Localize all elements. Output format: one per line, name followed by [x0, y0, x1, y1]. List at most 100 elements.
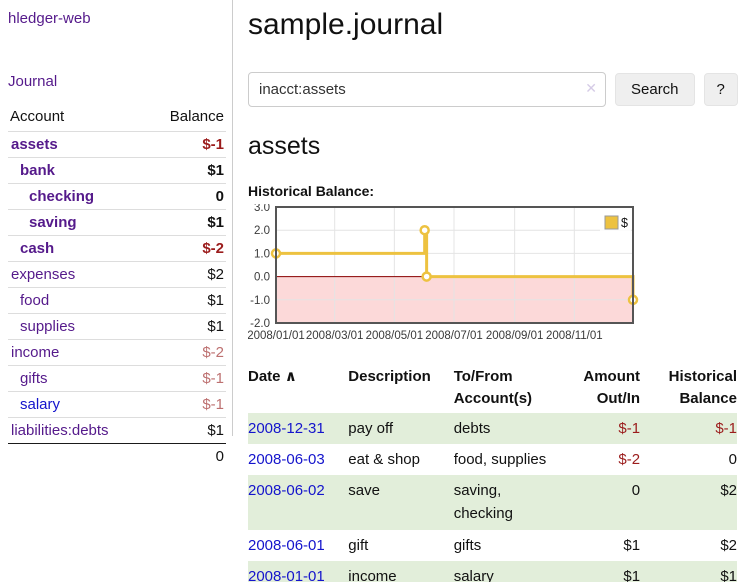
register-header-date[interactable]: Date ∧ — [248, 368, 297, 385]
account-balance: $2 — [146, 261, 226, 288]
register-header-amount: Amount Out/In — [583, 368, 641, 407]
account-link[interactable]: income — [11, 344, 60, 361]
accounts-header-row: Account Balance — [8, 104, 226, 132]
register-header-row: Date ∧ Description To/From Account(s) Am… — [248, 363, 737, 413]
transaction-description: save — [348, 482, 380, 499]
account-balance: $-1 — [146, 365, 226, 392]
page-title: sample.journal — [248, 8, 444, 41]
account-link[interactable]: checking — [29, 188, 95, 205]
account-row: expenses $2 — [8, 261, 226, 288]
help-button[interactable]: ? — [703, 73, 738, 106]
account-link[interactable]: saving — [29, 214, 77, 231]
account-row: checking 0 — [8, 183, 226, 210]
y-axis-tick-label: -1.0 — [250, 295, 270, 307]
account-row: income $-2 — [8, 339, 226, 366]
account-row: bank $1 — [8, 157, 226, 184]
transaction-description: gift — [348, 536, 369, 554]
sort-ascending-icon: ∧ — [284, 368, 297, 385]
account-row: assets $-1 — [8, 131, 226, 158]
accounts-total-value: 0 — [146, 443, 226, 469]
account-row: cash $-2 — [8, 235, 226, 262]
account-link[interactable]: cash — [20, 240, 55, 257]
account-row: food $1 — [8, 287, 226, 314]
transaction-accounts: food, supplies — [453, 450, 547, 468]
transaction-date-link[interactable]: 2008-01-01 — [248, 567, 325, 582]
transaction-date-link[interactable]: 2008-06-03 — [248, 450, 325, 468]
account-balance: $1 — [146, 313, 226, 340]
y-axis-tick-label: 1.0 — [254, 248, 270, 260]
transaction-balance: 0 — [728, 450, 737, 468]
transaction-date-cell: 2008-12-31 — [248, 413, 348, 444]
transaction-amount: $1 — [623, 567, 641, 582]
account-balance: $1 — [146, 287, 226, 314]
transaction-date-cell: 2008-06-03 — [248, 444, 348, 475]
account-link[interactable]: bank — [20, 162, 56, 179]
transaction-amount: $1 — [623, 536, 641, 554]
accounts-table: Account Balance assets $-1 bank $1 checking 0… — [8, 104, 226, 469]
search-input[interactable] — [248, 72, 606, 107]
transaction-amount: 0 — [631, 482, 641, 499]
x-axis-tick-label: 2008/01/01 — [248, 330, 305, 342]
transaction-date-link[interactable]: 2008-06-01 — [248, 536, 325, 554]
account-balance: $-2 — [146, 339, 226, 366]
transaction-row: 2008-06-03 eat & shop food, supplies $-2 0 — [248, 444, 737, 475]
accounts-total-row: 0 — [8, 443, 226, 469]
transaction-description: income — [348, 567, 397, 582]
account-link[interactable]: salary — [20, 396, 61, 413]
transaction-accounts: debts — [453, 419, 491, 437]
transaction-date-cell: 2008-06-01 — [248, 530, 348, 561]
legend-label: $ — [621, 216, 628, 230]
x-axis-tick-label: 2008/03/01 — [306, 330, 364, 342]
account-link[interactable]: liabilities:debts — [11, 422, 109, 439]
y-axis-tick-label: 2.0 — [254, 225, 270, 237]
transaction-date-cell: 2008-06-02 — [248, 475, 348, 530]
accounts-total-spacer — [8, 443, 147, 469]
journal-link[interactable]: Journal — [8, 73, 58, 90]
transaction-amount: $-1 — [618, 419, 641, 437]
account-link[interactable]: expenses — [11, 266, 76, 283]
account-row: saving $1 — [8, 209, 226, 236]
account-link[interactable]: supplies — [20, 318, 76, 335]
transaction-date-link[interactable]: 2008-06-02 — [248, 482, 325, 499]
account-balance: $-2 — [146, 235, 226, 262]
transaction-accounts: salary — [453, 567, 494, 582]
transaction-accounts: saving, checking — [453, 482, 513, 523]
transaction-balance: $-1 — [715, 419, 737, 437]
transaction-description: eat & shop — [348, 450, 420, 468]
search-input-wrap: ✕ — [248, 72, 606, 107]
register-header-balance: Historical Balance — [668, 368, 737, 407]
register-header-accounts: To/From Account(s) — [453, 368, 533, 407]
transaction-row: 2008-01-01 income salary $1 $1 — [248, 560, 737, 582]
account-balance: $-1 — [146, 131, 226, 158]
clear-search-icon[interactable]: ✕ — [585, 80, 597, 96]
account-balance: $-1 — [146, 391, 226, 418]
account-link[interactable]: gifts — [20, 370, 48, 387]
transaction-row: 2008-12-31 pay off debts $-1 $-1 — [248, 412, 737, 444]
account-row: salary $-1 — [8, 391, 226, 418]
transaction-balance: $1 — [720, 567, 737, 582]
historical-balance-chart: $3.0 2.0 1.0 0.0 -1.0 -2.0 2008/01/01 2008/03/0… — [247, 202, 738, 349]
transaction-accounts: gifts — [453, 536, 482, 554]
transaction-balance: $2 — [720, 482, 737, 499]
transaction-date-link[interactable]: 2008-12-31 — [248, 419, 325, 437]
account-row: liabilities:debts $1 — [8, 417, 226, 444]
x-axis-tick-label: 2008/09/01 — [486, 330, 544, 342]
transaction-description: pay off — [348, 419, 394, 437]
transaction-row: 2008-06-02 save saving, checking 0 $2 — [248, 475, 737, 530]
account-row: gifts $-1 — [8, 365, 226, 392]
app-title-link[interactable]: hledger-web — [8, 10, 91, 27]
main-content: sample.journal ✕ Search ? assets Histori… — [233, 0, 742, 582]
account-row: supplies $1 — [8, 313, 226, 340]
register-table: Date ∧ Description To/From Account(s) Am… — [248, 363, 737, 582]
chart-heading: Historical Balance: — [248, 183, 375, 199]
account-link[interactable]: food — [20, 292, 50, 309]
legend-swatch — [604, 215, 619, 230]
search-button[interactable]: Search — [615, 73, 695, 106]
transaction-amount: $-2 — [618, 450, 641, 468]
transaction-balance: $2 — [720, 536, 737, 554]
y-axis-tick-label: -2.0 — [250, 318, 270, 330]
account-link[interactable]: assets — [11, 136, 58, 153]
account-balance: $1 — [146, 417, 226, 444]
